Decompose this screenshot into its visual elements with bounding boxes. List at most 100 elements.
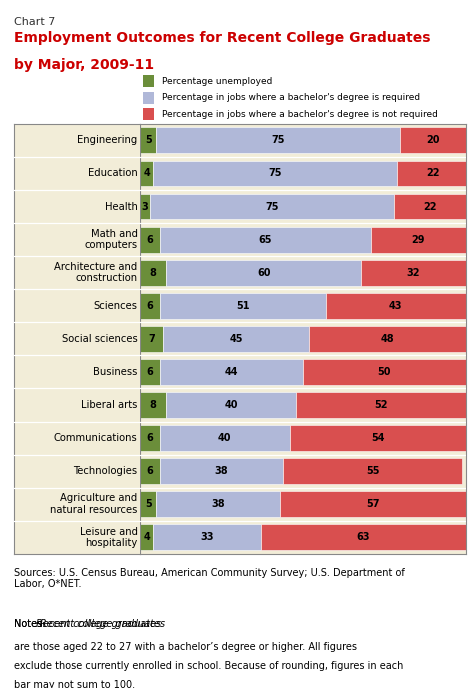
Bar	[140, 127, 156, 153]
Bar	[140, 227, 160, 252]
Text: 38: 38	[211, 499, 225, 509]
Bar	[166, 260, 361, 286]
Bar	[325, 293, 466, 319]
Bar	[166, 392, 296, 418]
Bar	[140, 326, 163, 352]
Text: 45: 45	[229, 334, 243, 344]
Text: 75: 75	[272, 136, 285, 145]
Text: 32: 32	[407, 268, 420, 278]
Bar	[394, 193, 466, 219]
Text: 44: 44	[225, 367, 238, 377]
Text: 4: 4	[143, 533, 150, 542]
Text: Chart 7: Chart 7	[14, 17, 56, 28]
Text: 3: 3	[142, 202, 148, 211]
Text: 29: 29	[411, 235, 425, 245]
Text: 48: 48	[380, 334, 394, 344]
Text: 8: 8	[150, 268, 157, 278]
Bar	[153, 524, 260, 550]
Text: 65: 65	[259, 235, 272, 245]
Text: Agriculture and
natural resources: Agriculture and natural resources	[50, 493, 138, 515]
Bar	[290, 425, 466, 451]
Bar	[140, 293, 160, 319]
Bar	[160, 293, 325, 319]
Text: Notes:: Notes:	[14, 619, 49, 630]
Text: Communications: Communications	[54, 433, 138, 443]
Text: 51: 51	[236, 301, 249, 311]
Bar	[140, 359, 160, 385]
Text: 52: 52	[374, 400, 388, 410]
Text: 54: 54	[371, 433, 384, 443]
Text: Recent college graduates: Recent college graduates	[40, 619, 165, 630]
Text: 50: 50	[378, 367, 391, 377]
Bar	[397, 160, 469, 186]
Bar	[140, 392, 166, 418]
Text: 60: 60	[257, 268, 271, 278]
Text: 4: 4	[143, 169, 150, 178]
Bar	[153, 160, 397, 186]
Text: Percentage in jobs where a bachelor's degree is required: Percentage in jobs where a bachelor's de…	[162, 93, 419, 103]
Text: 43: 43	[389, 301, 402, 311]
Text: 22: 22	[426, 169, 440, 178]
Text: Health: Health	[104, 202, 138, 211]
Bar	[140, 491, 156, 517]
Text: 6: 6	[146, 235, 153, 245]
Bar	[140, 160, 153, 186]
Text: Technologies: Technologies	[74, 466, 138, 476]
Text: Business: Business	[93, 367, 138, 377]
Bar	[140, 458, 160, 484]
Bar	[260, 524, 466, 550]
Text: by Major, 2009-11: by Major, 2009-11	[14, 58, 154, 72]
Text: Percentage unemployed: Percentage unemployed	[162, 76, 272, 86]
Text: 6: 6	[146, 301, 153, 311]
Bar	[160, 359, 303, 385]
Bar	[400, 127, 466, 153]
Text: 6: 6	[146, 466, 153, 476]
Text: 6: 6	[146, 367, 153, 377]
Text: 57: 57	[366, 499, 380, 509]
Bar	[371, 227, 466, 252]
Text: Sources: U.S. Census Bureau, American Community Survey; U.S. Department of
Labor: Sources: U.S. Census Bureau, American Co…	[14, 568, 405, 589]
Text: 55: 55	[366, 466, 380, 476]
Text: 75: 75	[268, 169, 282, 178]
Bar	[150, 193, 394, 219]
Text: 22: 22	[423, 202, 437, 211]
Bar	[296, 392, 466, 418]
Text: Liberal arts: Liberal arts	[81, 400, 138, 410]
Bar	[140, 425, 160, 451]
Bar	[140, 524, 153, 550]
Text: 5: 5	[145, 499, 152, 509]
Text: 75: 75	[265, 202, 279, 211]
Bar	[309, 326, 466, 352]
Text: 33: 33	[200, 533, 214, 542]
Text: Employment Outcomes for Recent College Graduates: Employment Outcomes for Recent College G…	[14, 31, 431, 45]
Bar	[140, 193, 150, 219]
Text: 5: 5	[145, 136, 152, 145]
Bar	[156, 127, 400, 153]
Text: Recent college graduates: Recent college graduates	[36, 619, 161, 630]
Bar	[163, 326, 309, 352]
Bar	[140, 260, 166, 286]
Text: are those aged 22 to 27 with a bachelor’s degree or higher. All figures: are those aged 22 to 27 with a bachelor’…	[14, 642, 357, 652]
Text: Education: Education	[88, 169, 138, 178]
Bar	[303, 359, 466, 385]
Text: Architecture and
construction: Architecture and construction	[54, 262, 138, 283]
Text: 20: 20	[426, 136, 440, 145]
Text: 6: 6	[146, 433, 153, 443]
Bar	[280, 491, 466, 517]
Text: Social sciences: Social sciences	[62, 334, 138, 344]
Bar	[160, 425, 290, 451]
Text: exclude those currently enrolled in school. Because of rounding, figures in each: exclude those currently enrolled in scho…	[14, 661, 404, 671]
Text: 40: 40	[218, 433, 231, 443]
Text: 40: 40	[225, 400, 238, 410]
Text: 63: 63	[356, 533, 370, 542]
Text: 8: 8	[150, 400, 157, 410]
Bar	[160, 227, 371, 252]
Bar	[156, 491, 280, 517]
Text: bar may not sum to 100.: bar may not sum to 100.	[14, 680, 135, 688]
Text: 7: 7	[148, 334, 155, 344]
Text: Sciences: Sciences	[94, 301, 138, 311]
Bar	[283, 458, 462, 484]
Text: Notes:: Notes:	[14, 619, 49, 630]
Text: Leisure and
hospitality: Leisure and hospitality	[80, 526, 138, 548]
Bar	[361, 260, 466, 286]
